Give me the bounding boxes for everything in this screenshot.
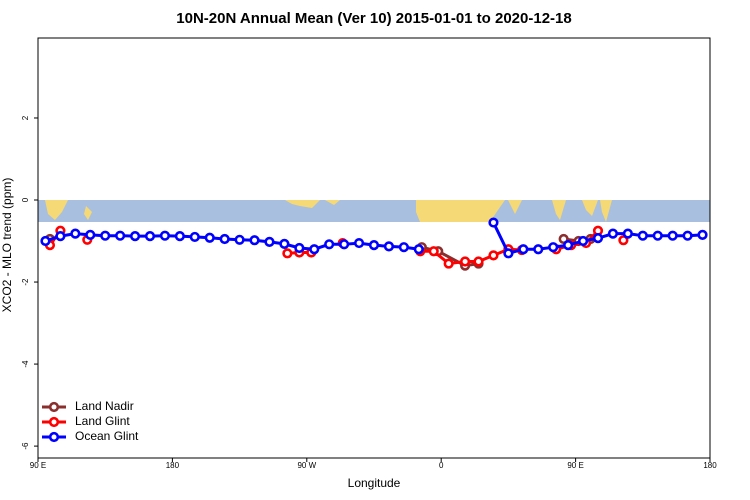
data-point [473,256,484,267]
data-point [533,244,544,255]
legend-label: Land Glint [75,414,130,428]
legend-label: Ocean Glint [75,429,139,443]
x-tick-label: 180 [703,461,717,470]
data-point [652,230,663,241]
y-tick-label: 2 [21,115,30,120]
data-point [115,230,126,241]
data-point [55,231,66,242]
x-tick-label: 90 E [30,461,46,470]
y-tick-label: -4 [21,360,30,368]
map-strip [38,200,710,222]
plot-frame [37,37,711,459]
data-point [413,244,424,255]
y-tick-label: -2 [21,278,30,286]
data-point [100,230,111,241]
chart-title: 10N-20N Annual Mean (Ver 10) 2015-01-01 … [176,10,571,27]
data-point [294,242,305,254]
data-point [129,231,141,242]
data-point [503,248,514,259]
x-tick-label: 90 W [297,461,316,470]
data-point [353,237,365,249]
data-point [324,239,335,250]
data-point [234,234,245,245]
data-point [159,230,171,241]
x-tick-label: 180 [166,461,180,470]
data-point [174,231,185,242]
data-point [398,242,409,253]
data-point [282,248,293,259]
data-point [368,240,380,251]
data-point [563,240,574,251]
data-point [428,246,439,257]
data-point [577,235,589,247]
data-point [682,230,693,241]
y-tick-label: -6 [21,442,30,450]
data-point [279,238,290,249]
data-point [488,217,499,228]
data-point [622,228,633,239]
data-point [85,229,96,240]
data-point [309,244,320,255]
data-point [548,242,559,253]
data-point [592,233,604,244]
data-point [204,232,215,243]
data-point [488,250,499,261]
data-point [667,230,678,241]
data-point [219,233,230,245]
x-axis-label: Longitude [348,476,401,490]
y-axis-label: XCO2 - MLO trend (ppm) [0,178,14,313]
legend-marker [48,431,60,443]
y-tick-label: 0 [21,197,30,202]
data-point [189,231,200,243]
data-point [383,241,395,252]
data-point [607,228,619,239]
legend-marker [48,416,60,428]
data-point [637,230,648,241]
x-tick-label: 90 E [567,461,583,470]
data-point [618,235,629,246]
legend-marker [48,401,60,413]
x-tick-label: 0 [439,461,444,470]
data-point [518,244,529,255]
data-point [697,229,708,240]
data-point [443,258,454,269]
data-point [249,235,260,246]
data-point [459,256,471,267]
data-point [40,235,51,247]
data-point [70,228,81,239]
legend-label: Land Nadir [75,399,134,413]
data-point [339,239,350,250]
data-point [144,231,156,242]
data-point [264,236,275,247]
